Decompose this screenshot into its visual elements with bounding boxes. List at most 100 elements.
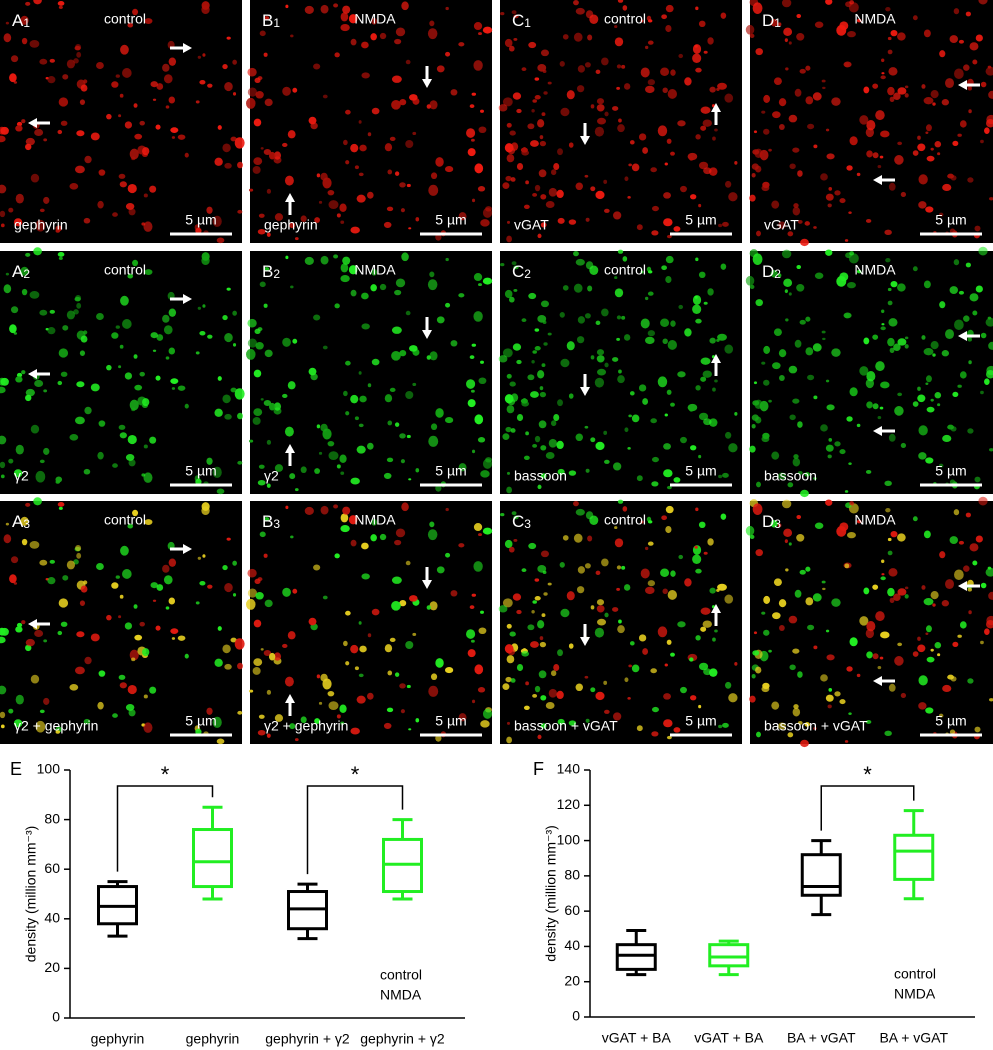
puncta bbox=[119, 682, 127, 689]
puncta bbox=[43, 697, 50, 705]
puncta bbox=[471, 198, 476, 203]
puncta bbox=[677, 371, 686, 378]
puncta bbox=[504, 644, 514, 654]
puncta bbox=[772, 612, 781, 620]
puncta bbox=[752, 253, 763, 265]
puncta bbox=[553, 163, 560, 171]
puncta bbox=[828, 187, 833, 191]
puncta bbox=[405, 310, 411, 316]
panel-letter: A bbox=[12, 11, 24, 30]
puncta bbox=[445, 507, 449, 512]
puncta bbox=[253, 408, 263, 417]
puncta bbox=[76, 381, 85, 388]
puncta bbox=[904, 336, 909, 340]
puncta bbox=[257, 479, 266, 486]
puncta bbox=[595, 691, 605, 701]
puncta bbox=[264, 517, 270, 521]
panel-letter: C bbox=[512, 262, 524, 281]
y-tick-label: 80 bbox=[564, 867, 580, 883]
puncta bbox=[778, 599, 787, 608]
puncta bbox=[865, 218, 872, 223]
puncta bbox=[939, 301, 946, 309]
stain-label: vGAT bbox=[764, 217, 799, 233]
y-tick-label: 60 bbox=[44, 860, 60, 876]
puncta bbox=[884, 480, 892, 486]
puncta bbox=[984, 628, 990, 636]
puncta bbox=[361, 41, 369, 49]
puncta bbox=[528, 292, 537, 300]
puncta bbox=[15, 193, 24, 204]
puncta bbox=[768, 649, 772, 653]
puncta bbox=[768, 399, 772, 403]
puncta bbox=[784, 289, 788, 294]
puncta bbox=[573, 251, 579, 257]
puncta bbox=[724, 180, 732, 188]
puncta bbox=[839, 522, 849, 532]
puncta bbox=[647, 580, 656, 587]
puncta bbox=[698, 161, 709, 170]
puncta bbox=[662, 87, 668, 94]
puncta bbox=[596, 104, 605, 112]
puncta bbox=[171, 387, 176, 390]
puncta bbox=[872, 584, 879, 590]
puncta bbox=[800, 489, 809, 498]
puncta bbox=[805, 316, 811, 322]
legend-entry: control bbox=[894, 966, 936, 982]
puncta bbox=[716, 338, 720, 342]
puncta bbox=[222, 564, 228, 571]
puncta bbox=[661, 265, 667, 271]
puncta bbox=[0, 685, 7, 695]
puncta bbox=[516, 163, 524, 171]
puncta bbox=[212, 215, 222, 227]
puncta bbox=[623, 83, 631, 90]
puncta bbox=[797, 720, 803, 725]
puncta bbox=[590, 605, 595, 610]
puncta bbox=[986, 615, 993, 626]
condition-label: NMDA bbox=[354, 11, 396, 27]
puncta bbox=[557, 718, 565, 725]
puncta bbox=[75, 545, 82, 552]
puncta bbox=[618, 118, 622, 123]
puncta bbox=[856, 18, 862, 23]
puncta bbox=[680, 436, 687, 444]
puncta bbox=[339, 704, 347, 713]
puncta bbox=[314, 468, 321, 474]
puncta bbox=[122, 569, 132, 579]
puncta bbox=[69, 683, 79, 691]
puncta bbox=[897, 642, 903, 647]
puncta bbox=[665, 525, 672, 534]
puncta bbox=[604, 709, 610, 714]
puncta bbox=[408, 595, 418, 602]
puncta bbox=[39, 309, 48, 316]
puncta bbox=[918, 201, 927, 209]
puncta bbox=[756, 481, 761, 488]
puncta bbox=[316, 674, 321, 679]
puncta bbox=[345, 109, 351, 115]
puncta bbox=[724, 681, 732, 689]
puncta bbox=[677, 621, 686, 628]
puncta bbox=[778, 124, 785, 130]
puncta bbox=[165, 606, 170, 610]
puncta bbox=[534, 184, 541, 192]
puncta bbox=[888, 318, 898, 327]
puncta bbox=[636, 224, 643, 231]
puncta bbox=[471, 389, 475, 393]
scale-label: 5 µm bbox=[935, 713, 966, 729]
puncta bbox=[264, 599, 273, 608]
puncta bbox=[912, 266, 918, 272]
puncta bbox=[532, 443, 538, 448]
puncta bbox=[980, 81, 987, 88]
puncta bbox=[988, 90, 993, 99]
puncta bbox=[367, 191, 374, 199]
puncta bbox=[55, 229, 61, 233]
puncta bbox=[800, 238, 809, 247]
puncta bbox=[170, 127, 179, 133]
puncta bbox=[34, 128, 44, 136]
panel-index: 3 bbox=[774, 517, 781, 531]
puncta bbox=[142, 398, 150, 407]
condition-label: control bbox=[604, 262, 646, 278]
puncta bbox=[165, 356, 170, 360]
puncta bbox=[471, 449, 476, 454]
